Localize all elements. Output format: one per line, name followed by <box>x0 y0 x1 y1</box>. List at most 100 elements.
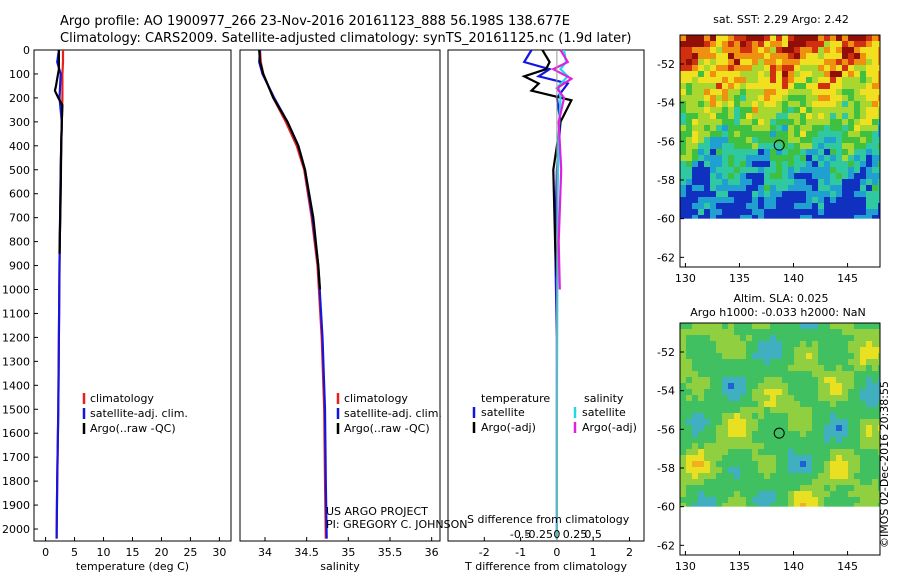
map-cell <box>842 491 848 497</box>
map-cell <box>824 77 830 83</box>
map-cell <box>764 479 770 485</box>
map-cell <box>710 143 716 149</box>
map-cell <box>692 179 698 185</box>
map-cell <box>722 131 728 137</box>
map-cell <box>758 503 764 507</box>
map-cell <box>842 437 848 443</box>
map-cell <box>854 443 860 449</box>
map-cell <box>866 155 872 161</box>
map-cell <box>716 71 722 77</box>
map-cell <box>812 149 818 155</box>
map-cell <box>830 437 836 443</box>
map-cell <box>686 47 692 53</box>
map-cell <box>824 131 830 137</box>
map-cell <box>686 35 692 41</box>
map-cell <box>716 455 722 461</box>
map-cell <box>710 83 716 89</box>
map-cell <box>758 77 764 83</box>
map-cell <box>794 461 800 467</box>
map-cell <box>782 431 788 437</box>
map-cell <box>836 113 842 119</box>
map-cell <box>812 413 818 419</box>
map-cell <box>710 359 716 365</box>
map-cell <box>686 371 692 377</box>
map-cell <box>680 149 686 155</box>
map-cell <box>716 215 722 219</box>
map-cell <box>788 179 794 185</box>
map-cell <box>794 95 800 101</box>
map-cell <box>824 407 830 413</box>
map-cell <box>710 191 716 197</box>
map-cell <box>854 395 860 401</box>
map-cell <box>746 401 752 407</box>
map-cell <box>752 161 758 167</box>
map-cell <box>776 107 782 113</box>
map-cell <box>818 107 824 113</box>
map-cell <box>800 491 806 497</box>
map-cell <box>716 161 722 167</box>
map-cell <box>788 173 794 179</box>
map-cell <box>710 179 716 185</box>
map-cell <box>764 125 770 131</box>
map-cell <box>800 173 806 179</box>
map-cell <box>836 419 842 425</box>
map-cell <box>830 419 836 425</box>
map-cell <box>686 359 692 365</box>
map-cell <box>824 485 830 491</box>
map-cell <box>848 185 854 191</box>
map-cell <box>740 383 746 389</box>
map-cell <box>686 485 692 491</box>
map-cell <box>866 131 872 137</box>
map-cell <box>680 497 686 503</box>
map-cell <box>752 407 758 413</box>
difference-frame <box>447 49 645 542</box>
map-cell <box>746 467 752 473</box>
legend-label: Argo(..raw -QC) <box>344 422 430 435</box>
map-cell <box>704 359 710 365</box>
map-cell <box>872 353 878 359</box>
sst-map-title: sat. SST: 2.29 Argo: 2.42 <box>713 13 849 26</box>
map-cell <box>818 497 824 503</box>
map-cell <box>734 95 740 101</box>
map-cell <box>860 77 866 83</box>
map-cell <box>860 107 866 113</box>
map-cell <box>788 335 794 341</box>
map-cell <box>812 95 818 101</box>
map-cell <box>710 125 716 131</box>
map-cell <box>686 209 692 215</box>
map-cell <box>752 377 758 383</box>
map-cell <box>878 35 880 41</box>
map-cell <box>752 485 758 491</box>
map-cell <box>806 437 812 443</box>
map-cell <box>878 437 880 443</box>
map-cell <box>728 83 734 89</box>
map-cell <box>872 59 878 65</box>
map-cell <box>752 113 758 119</box>
map-cell <box>824 365 830 371</box>
map-cell <box>878 341 880 347</box>
map-cell <box>734 215 740 219</box>
map-cell <box>866 353 872 359</box>
map-cell <box>728 41 734 47</box>
map-cell <box>728 341 734 347</box>
map-cell <box>704 71 710 77</box>
map-cell <box>776 149 782 155</box>
map-cell <box>704 467 710 473</box>
map-cell <box>764 371 770 377</box>
map-cell <box>764 89 770 95</box>
map-cell <box>854 371 860 377</box>
map-cell <box>788 149 794 155</box>
map-cell <box>776 365 782 371</box>
map-cell <box>812 359 818 365</box>
map-cell <box>782 347 788 353</box>
map-cell <box>848 101 854 107</box>
x-tick-label: 20 <box>154 546 168 559</box>
map-cell <box>722 197 728 203</box>
map-cell <box>848 431 854 437</box>
map-cell <box>752 437 758 443</box>
map-cell <box>740 353 746 359</box>
map-cell <box>746 209 752 215</box>
map-cell <box>716 485 722 491</box>
map-cell <box>704 383 710 389</box>
map-cell <box>758 353 764 359</box>
